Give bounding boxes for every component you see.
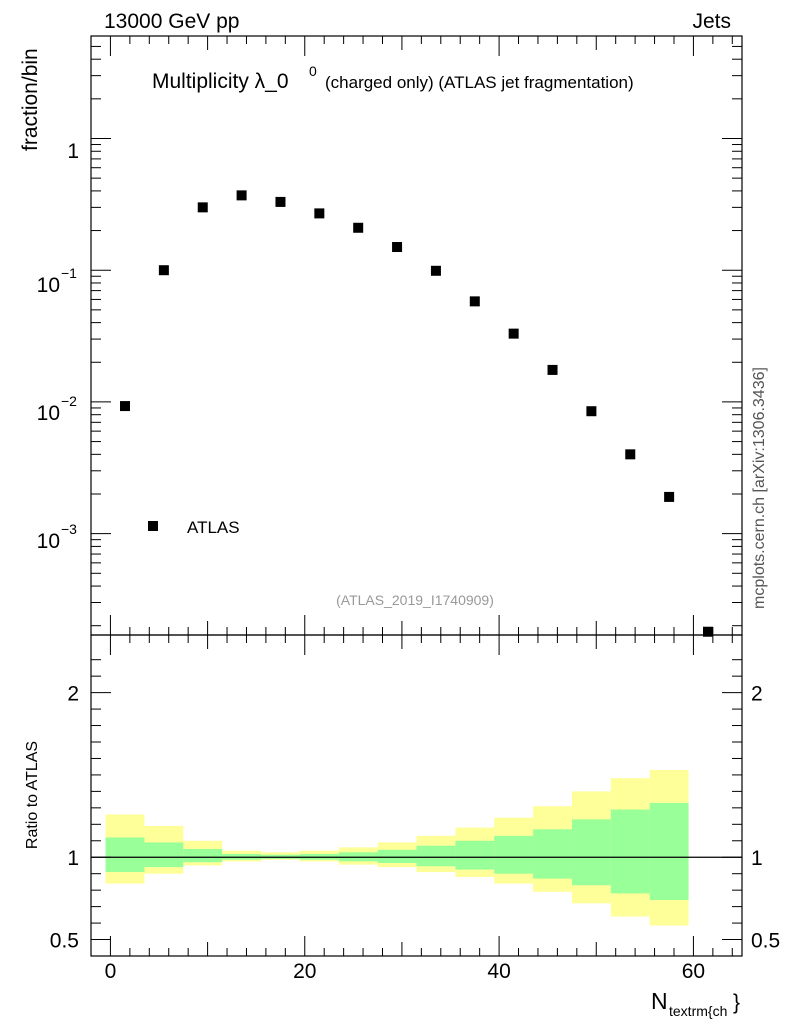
data-point [508,328,519,339]
ytick-label-0.001: 10 [37,530,60,553]
ratio-ytick-labels-right: 0.5 1 2 [751,683,780,953]
data-point [702,626,713,637]
data-point [586,406,597,417]
data-point [625,449,636,460]
source-credit: mcplots.cern.ch [arXiv:1306.3436] [751,367,768,609]
data-point [120,401,131,412]
xtick-labels: 0 20 40 60 [105,960,706,983]
band-segment [377,849,417,863]
band-segment [610,809,650,894]
top-panel: Multiplicity λ_0 0 (charged only) (ATLAS… [19,35,743,637]
data-point [664,491,675,502]
ratio-ytick-labels-left: 0.5 1 2 [50,683,79,953]
chart-title-main: Multiplicity λ_0 [152,70,289,93]
x-axis-label-sub: textrm{ch [669,1003,727,1019]
x-axis-label: N [651,988,668,1014]
uncertainty-bands [105,769,689,926]
data-points [120,190,713,637]
legend-marker [148,521,158,531]
ratio-ytick-label: 0.5 [751,930,780,953]
energy-label: 13000 GeV pp [104,10,239,33]
ytick-label-1: 1 [67,140,79,163]
xtick-label: 60 [682,960,705,983]
data-point [314,208,325,219]
chart-title-sub: (charged only) (ATLAS jet fragmentation) [325,73,634,92]
ratio-ytick-label: 1 [67,847,79,870]
xtick-label: 0 [105,960,117,983]
category-label: Jets [692,10,731,33]
ytick-exp-0.01: −2 [61,393,77,409]
band-segment [649,802,689,901]
data-point [275,196,286,207]
data-point [547,364,558,375]
band-segment [455,840,495,870]
bottom-panel: Ratio to ATLAS 0.5 1 2 0.5 1 2 0 20 40 60 N tex… [24,634,780,1019]
data-point [353,222,364,233]
ratio-ytick-label: 1 [751,847,763,870]
ratio-ytick-label: 2 [67,683,79,706]
data-point [430,265,441,276]
data-point [158,265,169,276]
ytick-label-0.01: 10 [37,402,60,425]
data-point [197,202,208,213]
data-point [392,242,403,253]
ratio-ytick-label: 2 [751,683,763,706]
band-segment [144,842,184,868]
bottom-frame [90,634,743,957]
legend-label: ATLAS [187,518,240,537]
xtick-label: 40 [487,960,510,983]
x-axis-label-tail: } [733,991,740,1014]
ytick-exp-0.001: −3 [61,521,77,537]
chart-title-sup: 0 [309,63,317,79]
ytick-label-0.1: 10 [37,274,60,297]
band-segment [183,849,223,863]
bottom-axis-ticks [91,635,742,956]
data-point [469,296,480,307]
y-axis-label: fraction/bin [19,48,42,151]
ratio-axis-label: Ratio to ATLAS [24,741,41,849]
xtick-label: 20 [293,960,316,983]
band-segment [571,819,611,886]
data-point [236,190,247,201]
band-segment [416,845,456,867]
band-segment [494,835,534,874]
band-segment [533,829,572,879]
top-axis-ticks [91,35,742,635]
top-frame [90,35,743,636]
ytick-exp-0.1: −1 [61,265,77,281]
band-segment [105,837,145,873]
analysis-id: (ATLAS_2019_I1740909) [336,592,494,608]
ratio-ytick-label: 0.5 [50,930,79,953]
